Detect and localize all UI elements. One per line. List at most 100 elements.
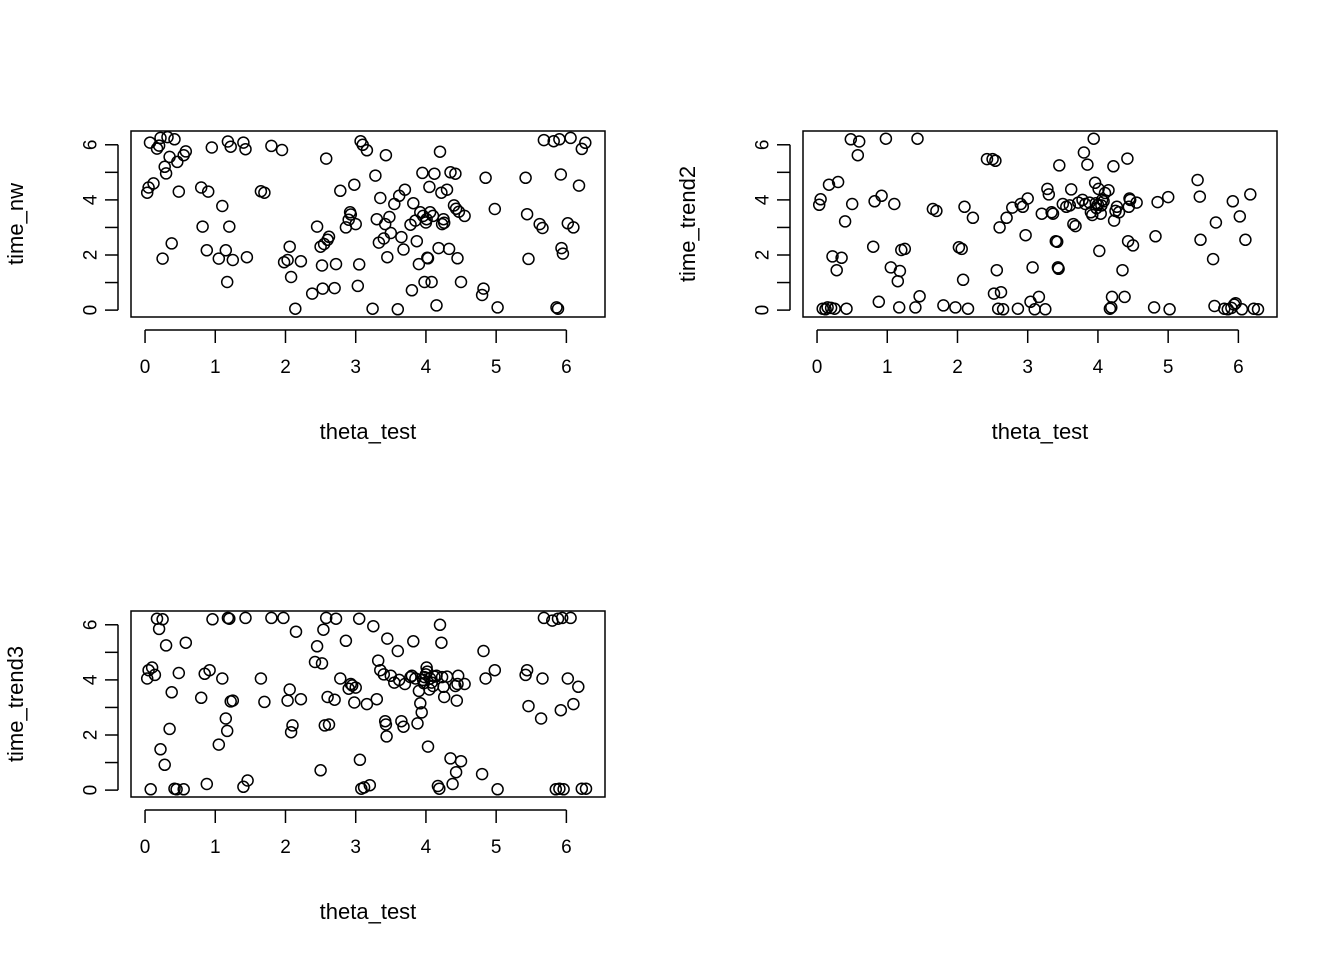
data-point: [1193, 190, 1207, 203]
data-point: [329, 257, 343, 271]
data-point: [416, 209, 430, 223]
data-point: [1225, 301, 1238, 315]
data-point: [537, 611, 551, 625]
data-point: [223, 612, 236, 625]
scatter-panel-time-trend3: 0 1 2 3 4 5 6 0 2 4 6 theta_test time_trend3: [3, 610, 606, 924]
data-point: [491, 783, 504, 796]
data-point: [254, 672, 268, 685]
x-tick-label: 2: [952, 357, 963, 378]
data-point: [1086, 208, 1099, 222]
data-point: [852, 135, 866, 148]
data-point: [1102, 183, 1115, 197]
data-point: [1042, 188, 1056, 201]
data-point: [435, 636, 448, 649]
y-tick-label: 4: [753, 194, 774, 205]
data-point: [378, 217, 392, 231]
data-point: [397, 720, 410, 733]
data-point: [349, 681, 362, 694]
data-point: [220, 724, 234, 738]
data-point: [840, 302, 853, 315]
data-point: [966, 211, 980, 225]
data-point: [956, 273, 970, 287]
data-point: [451, 669, 465, 683]
data-point: [1098, 186, 1112, 200]
y-tick-label: 6: [81, 139, 102, 150]
axes: 0 1 2 3 4 5 6 0 2 4 6: [81, 139, 572, 378]
data-point: [479, 171, 492, 185]
data-point: [147, 177, 160, 190]
data-point: [416, 166, 429, 180]
data-point: [158, 758, 171, 772]
y-tick-label: 0: [753, 305, 774, 316]
data-point: [369, 169, 382, 182]
data-point: [458, 677, 471, 691]
data-point: [404, 670, 417, 684]
data-point: [1130, 196, 1143, 209]
data-point: [348, 178, 361, 191]
plot-frame: [130, 130, 606, 318]
data-point: [200, 244, 214, 257]
data-point: [491, 301, 504, 314]
data-point: [987, 287, 1001, 300]
data-point: [367, 619, 380, 633]
data-point: [140, 672, 154, 685]
data-point: [351, 279, 365, 293]
y-tick-label: 2: [81, 730, 102, 741]
data-point: [239, 142, 252, 156]
data-point: [144, 783, 157, 796]
data-point: [379, 148, 393, 162]
data-point: [454, 754, 468, 768]
data-point: [1045, 206, 1058, 219]
data-point: [835, 251, 848, 265]
data-point: [159, 167, 173, 180]
data-point: [1093, 244, 1106, 258]
data-point: [352, 612, 366, 625]
data-point: [432, 241, 445, 255]
data-point: [980, 152, 994, 166]
data-point: [219, 712, 233, 725]
data-point: [407, 635, 420, 648]
data-point: [377, 668, 391, 681]
data-point: [321, 690, 334, 704]
axes: 0 1 2 3 4 5 6 0 2 4 6: [753, 139, 1244, 378]
data-point: [258, 695, 271, 709]
data-point: [1103, 302, 1117, 315]
data-point: [1081, 158, 1094, 171]
data-point: [851, 148, 865, 162]
data-point: [909, 301, 922, 314]
data-point: [194, 181, 208, 194]
data-point: [479, 672, 492, 685]
data-point: [171, 155, 184, 169]
x-tick-label: 6: [1233, 357, 1244, 378]
data-point: [1206, 252, 1220, 266]
data-point: [384, 226, 398, 240]
data-point: [420, 661, 433, 674]
data-point: [415, 706, 428, 719]
data-point: [993, 221, 1006, 234]
data-point: [240, 250, 254, 264]
data-point: [1032, 290, 1046, 304]
data-point: [283, 240, 296, 253]
data-point: [150, 142, 164, 155]
data-point: [317, 623, 330, 636]
scatter-panel-time-nw: 0 1 2 3 4 5 6 0 2 4 6 theta_test time_nw: [3, 130, 606, 444]
data-point: [1039, 303, 1052, 316]
data-point: [488, 202, 502, 216]
data-point: [435, 670, 449, 684]
data-point: [875, 189, 888, 203]
data-point: [275, 143, 289, 157]
data-point: [1095, 193, 1109, 207]
data-point: [156, 613, 169, 626]
data-point: [201, 185, 215, 198]
data-point: [996, 303, 1010, 316]
data-point: [194, 691, 208, 705]
plot-frame: [802, 130, 1278, 318]
x-tick-label: 2: [280, 837, 291, 858]
data-point: [216, 199, 229, 213]
data-point: [1147, 301, 1161, 314]
data-point: [533, 217, 546, 231]
data-point: [1116, 263, 1129, 277]
x-tick-label: 4: [421, 357, 432, 378]
data-point: [205, 141, 219, 154]
data-point: [536, 221, 549, 235]
